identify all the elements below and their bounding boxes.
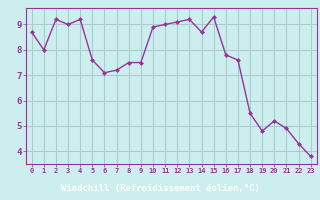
Text: Windchill (Refroidissement éolien,°C): Windchill (Refroidissement éolien,°C) [60, 184, 260, 193]
